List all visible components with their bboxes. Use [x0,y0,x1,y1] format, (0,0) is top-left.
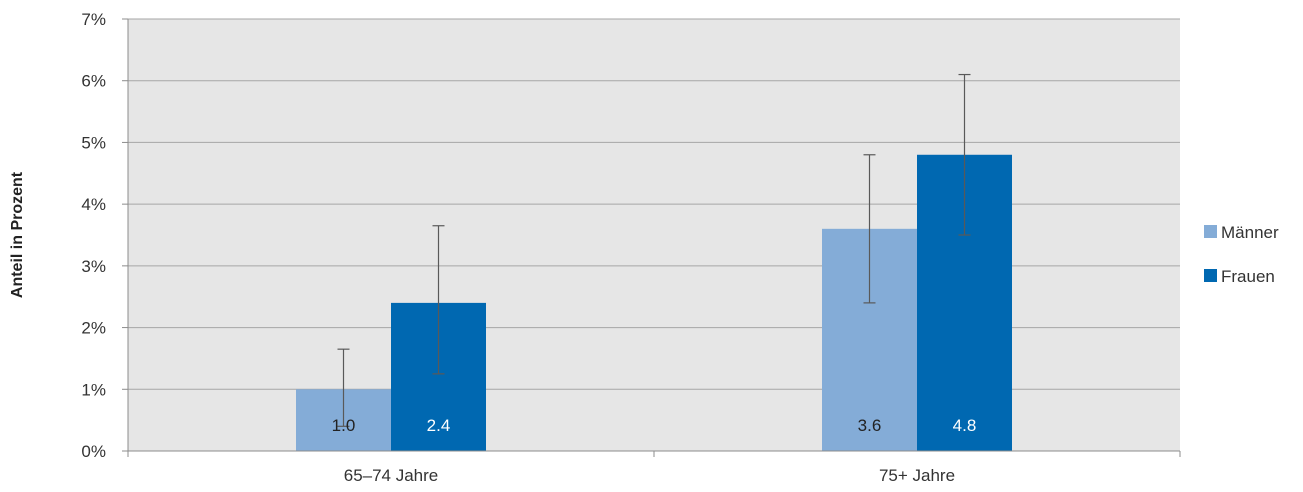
legend-label: Männer [1221,223,1279,242]
plot-area [128,19,1180,451]
y-tick-label: 4% [81,195,106,214]
legend: Männer Frauen [1204,223,1279,286]
error-bar [337,348,350,427]
error-bars [337,73,971,427]
x-category-label: 65–74 Jahre [344,466,439,485]
data-label: 2.4 [427,416,451,435]
legend-item: Männer [1204,223,1279,242]
error-bar [863,154,876,304]
data-label: 3.6 [858,416,882,435]
y-tick-label: 3% [81,257,106,276]
y-tick-label: 1% [81,380,106,399]
error-bar [432,225,445,375]
legend-item: Frauen [1204,267,1275,286]
x-category-label: 75+ Jahre [879,466,955,485]
data-label: 1.0 [332,416,356,435]
y-tick-label: 0% [81,442,106,461]
x-category-labels: 65–74 Jahre 75+ Jahre [344,466,955,485]
y-tick-label: 7% [81,10,106,29]
y-axis-label: Anteil in Prozent [9,171,26,298]
legend-swatch [1204,225,1217,238]
error-bar [958,73,971,236]
data-labels: 1.0 2.4 3.6 4.8 [332,416,977,435]
legend-swatch [1204,269,1217,282]
axes [122,18,1181,457]
y-tick-label: 5% [81,133,106,152]
data-label: 4.8 [953,416,977,435]
legend-label: Frauen [1221,267,1275,286]
y-tick-label: 6% [81,72,106,91]
y-tick-label: 2% [81,319,106,338]
gridlines [128,18,1180,390]
y-tick-labels: 0% 1% 2% 3% 4% 5% 6% 7% [81,10,106,461]
